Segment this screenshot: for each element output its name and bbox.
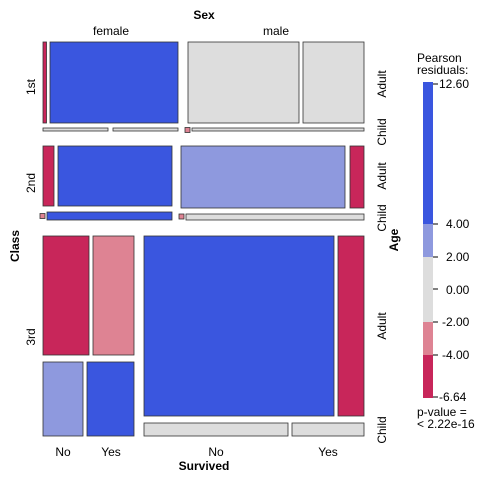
age-label-1st-adult: Adult [375,70,389,98]
legend-band-neg4-to-neg2 [423,322,433,355]
sex-label-male: male [263,24,289,38]
age-label-2nd-child: Child [375,204,389,231]
legend-label-4: 4.00 [446,217,470,231]
tile-3rd-male-adult-yes [337,235,365,417]
tile-2nd-male-child-no [178,213,185,220]
legend-title-line2: residuals: [417,63,468,77]
tile-3rd-female-adult-no [42,235,90,356]
class-label-3rd: 3rd [24,328,38,345]
sex-label-female: female [93,24,129,38]
age-label-3rd-adult: Adult [375,312,389,340]
age-label-3rd-child: Child [375,416,389,443]
pvalue-line1: p-value = [417,405,467,419]
tile-3rd-female-child-yes [86,361,135,437]
legend-title-line1: Pearson [417,51,462,65]
legend-color-bands [423,82,433,398]
survived-label-female-no: No [55,445,71,459]
tile-2nd-female-child-no [39,213,46,219]
tile-1st-female-adult-yes [49,41,179,124]
tile-3rd-female-adult-yes [92,235,135,356]
tile-2nd-female-adult-no [42,145,55,207]
tile-1st-female-adult-no [42,41,47,124]
legend-label-neg4: -4.00 [442,348,470,362]
survived-axis-title: Survived [179,459,230,473]
tile-1st-male-adult-no [187,41,300,124]
age-axis-title: Age [387,228,401,251]
legend-band-neg2-to-2 [423,257,433,322]
legend-label-neg2: -2.00 [442,315,470,329]
pvalue-line2: < 2.22e-16 [417,417,475,431]
mosaic-tiles [39,41,365,437]
age-label-1st-child: Child [375,118,389,145]
tile-2nd-female-child-yes [46,211,173,221]
legend-band-neg6.64-to-neg4 [423,355,433,398]
tile-2nd-male-adult-no [180,145,346,209]
class-axis-title: Class [8,230,22,262]
tile-1st-male-child-no [184,127,191,133]
class-label-2nd: 2nd [24,173,38,193]
tile-2nd-male-child-yes [185,213,365,221]
survived-label-male-yes: Yes [318,445,338,459]
tile-3rd-male-child-no [143,422,289,437]
tile-3rd-male-child-yes [291,422,365,437]
legend-label-max: 12.60 [439,77,469,91]
class-label-1st: 1st [24,78,38,95]
legend-label-min: -6.64 [439,390,467,404]
legend-label-0: 0.00 [446,283,470,297]
tile-1st-female-child-no [42,127,109,132]
legend-label-2: 2.00 [446,250,470,264]
tile-1st-female-child-yes [112,127,179,132]
survived-label-male-no: No [208,445,224,459]
tile-2nd-male-adult-yes [349,145,365,209]
legend-band-4-to-12.6 [423,82,433,224]
tile-2nd-female-adult-yes [57,145,173,207]
tile-3rd-female-child-no [42,361,84,437]
sex-axis-title: Sex [193,8,215,22]
tile-1st-male-child-yes [191,127,365,132]
tile-3rd-male-adult-no [143,235,335,417]
residuals-legend: Pearson residuals: 12.60 4.00 2.00 0.00 … [417,51,475,431]
age-label-2nd-adult: Adult [375,162,389,190]
legend-band-2-to-4 [423,224,433,257]
tile-1st-male-adult-yes [302,41,365,124]
survived-label-female-yes: Yes [101,445,121,459]
